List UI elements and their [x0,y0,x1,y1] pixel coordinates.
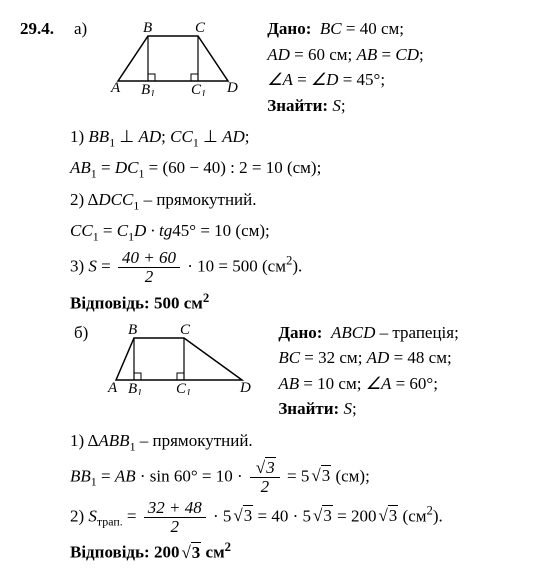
given-a: Дано: BC = 40 см; AD = 60 см; AB = CD; ∠… [267,16,538,118]
figure-a: A B C D B1 C1 [103,16,243,104]
svg-text:D: D [239,380,251,395]
solution-b: 1) ΔABB1 – прямокутний. BB1 = AB · sin 6… [70,428,538,566]
part-a-header: 29.4. а) A B C D B1 C1 Дано: BC = 40 см;… [20,16,538,118]
given-b: Дано: ABCD – трапеція; BC = 32 см; AD = … [278,320,538,422]
svg-text:C1: C1 [176,381,191,395]
part-a-label: а) [74,16,87,42]
svg-text:B: B [143,20,152,36]
svg-text:C: C [180,322,191,338]
svg-text:A: A [110,80,121,96]
trapezoid-b-svg: A B C D B1 C1 [104,320,254,395]
trapezoid-a-svg: A B C D B1 C1 [103,16,243,96]
solution-a: 1) BB1 ⊥ AD; CC1 ⊥ AD; AB1 = DC1 = (60 −… [70,124,538,316]
figure-b: A B C D B1 C1 [104,320,254,403]
svg-text:B1: B1 [128,381,142,395]
svg-text:B1: B1 [141,82,155,96]
svg-text:C1: C1 [191,82,206,96]
svg-text:A: A [107,380,118,395]
svg-text:B: B [128,322,137,338]
part-b-label: б) [74,320,88,346]
svg-text:D: D [226,80,238,96]
problem-number: 29.4. [20,16,54,42]
svg-text:C: C [195,20,206,36]
part-b-header: 29.4. б) A B C D B1 C1 Дано: ABCD – трап… [20,320,538,422]
